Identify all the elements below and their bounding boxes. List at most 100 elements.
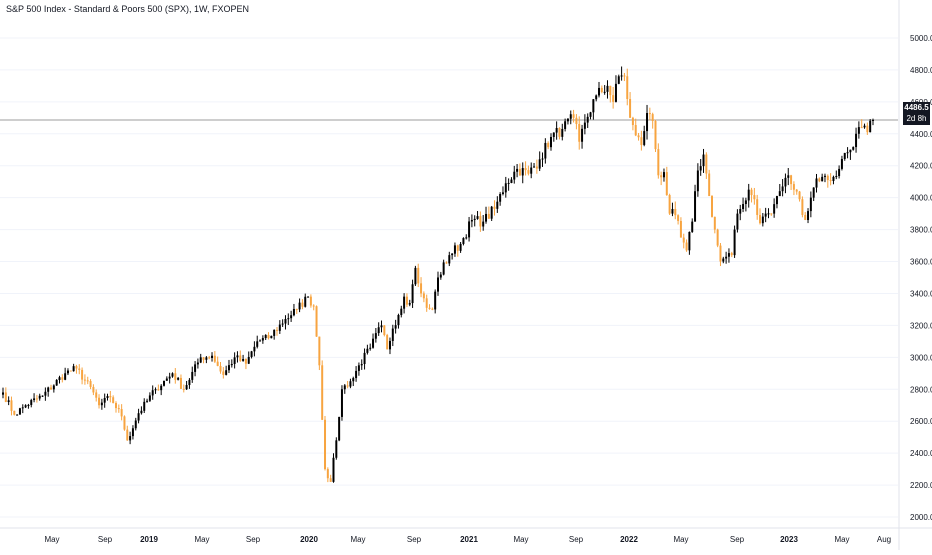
- candle-body: [465, 237, 468, 239]
- candle-body: [18, 408, 21, 415]
- candle-body: [490, 206, 493, 219]
- candle-body: [92, 386, 95, 393]
- x-tick-label: May: [194, 535, 209, 544]
- candle-body: [629, 99, 632, 118]
- candle-body: [205, 357, 208, 360]
- candle-body: [360, 364, 363, 366]
- candle-body: [10, 400, 13, 411]
- candle-body: [439, 274, 442, 278]
- candle-body: [660, 175, 663, 178]
- candle-body: [372, 338, 375, 348]
- candle-body: [739, 209, 742, 214]
- candle-body: [69, 370, 72, 372]
- candle-body: [287, 318, 290, 320]
- last-price-label: 4486.5: [903, 102, 930, 114]
- candle-body: [832, 176, 835, 181]
- candle-body: [151, 390, 154, 396]
- candle-body: [363, 352, 366, 365]
- candle-body: [324, 419, 327, 470]
- candle-body: [705, 154, 708, 174]
- candle-body: [343, 385, 346, 390]
- candle-body: [137, 413, 140, 421]
- candle-body: [863, 125, 866, 128]
- candle-body: [651, 114, 654, 121]
- candle-body: [352, 378, 355, 382]
- chart-title: S&P 500 Index - Standard & Poors 500 (SP…: [6, 4, 249, 14]
- candle-body: [456, 245, 459, 251]
- x-tick-label: Sep: [407, 535, 422, 544]
- candle-body: [702, 154, 705, 167]
- candle-body: [30, 400, 33, 405]
- candle-body: [860, 127, 863, 129]
- candle-body: [355, 370, 358, 379]
- candle-body: [753, 195, 756, 200]
- candle-body: [95, 392, 98, 398]
- candle-body: [665, 172, 668, 196]
- candle-body: [530, 167, 533, 174]
- candle-body: [309, 296, 312, 306]
- candle-body: [247, 356, 250, 364]
- candle-body: [47, 387, 50, 392]
- candle-body: [428, 307, 431, 309]
- candle-body: [521, 168, 524, 176]
- candle-body: [744, 200, 747, 205]
- candle-body: [617, 76, 620, 84]
- candle-body: [581, 128, 584, 142]
- candle-body: [552, 132, 555, 137]
- candle-body: [199, 357, 202, 363]
- candle-body: [600, 87, 603, 93]
- candle-body: [654, 121, 657, 150]
- candle-body: [38, 395, 41, 399]
- candle-body: [177, 377, 180, 380]
- candle-body: [278, 324, 281, 331]
- candle-body: [725, 256, 728, 259]
- candle-body: [499, 193, 502, 202]
- candle-body: [123, 416, 126, 430]
- candle-body: [840, 158, 843, 169]
- candle-body: [75, 366, 78, 369]
- candle-body: [414, 267, 417, 285]
- candle-body: [335, 440, 338, 458]
- candle-body: [527, 170, 530, 174]
- candle-body: [742, 204, 745, 210]
- candle-body: [637, 135, 640, 138]
- candle-body: [631, 117, 634, 126]
- candle-body: [507, 182, 510, 184]
- candle-body: [264, 335, 267, 339]
- candle-body: [174, 373, 177, 380]
- candle-body: [759, 214, 762, 224]
- candle-body: [318, 336, 321, 366]
- candle-body: [468, 221, 471, 238]
- candle-body: [801, 199, 804, 215]
- candle-body: [487, 213, 490, 219]
- x-tick-label: Aug: [877, 535, 891, 544]
- candle-body: [620, 75, 623, 77]
- y-tick-label: 4000.0: [910, 194, 932, 203]
- candle-body: [589, 112, 592, 117]
- candle-body: [380, 325, 383, 328]
- candle-body: [86, 380, 89, 382]
- candle-body: [566, 118, 569, 122]
- candle-body: [35, 398, 38, 400]
- candle-body: [872, 119, 874, 121]
- candle-body: [598, 87, 601, 96]
- candle-body: [213, 355, 216, 362]
- candle-body: [713, 216, 716, 230]
- candle-body: [790, 175, 793, 185]
- candle-body: [256, 341, 259, 347]
- candle-body: [171, 373, 174, 377]
- candle-body: [747, 189, 750, 201]
- candle-body: [239, 355, 242, 361]
- candle-body: [321, 365, 324, 420]
- candle-body: [58, 377, 61, 380]
- candle-body: [219, 365, 222, 372]
- candle-body: [16, 414, 19, 416]
- candle-body: [476, 216, 479, 219]
- candle-body: [312, 305, 315, 307]
- candle-body: [131, 428, 134, 437]
- candle-body: [646, 113, 649, 132]
- candle-body: [338, 416, 341, 441]
- candle-body: [383, 325, 386, 336]
